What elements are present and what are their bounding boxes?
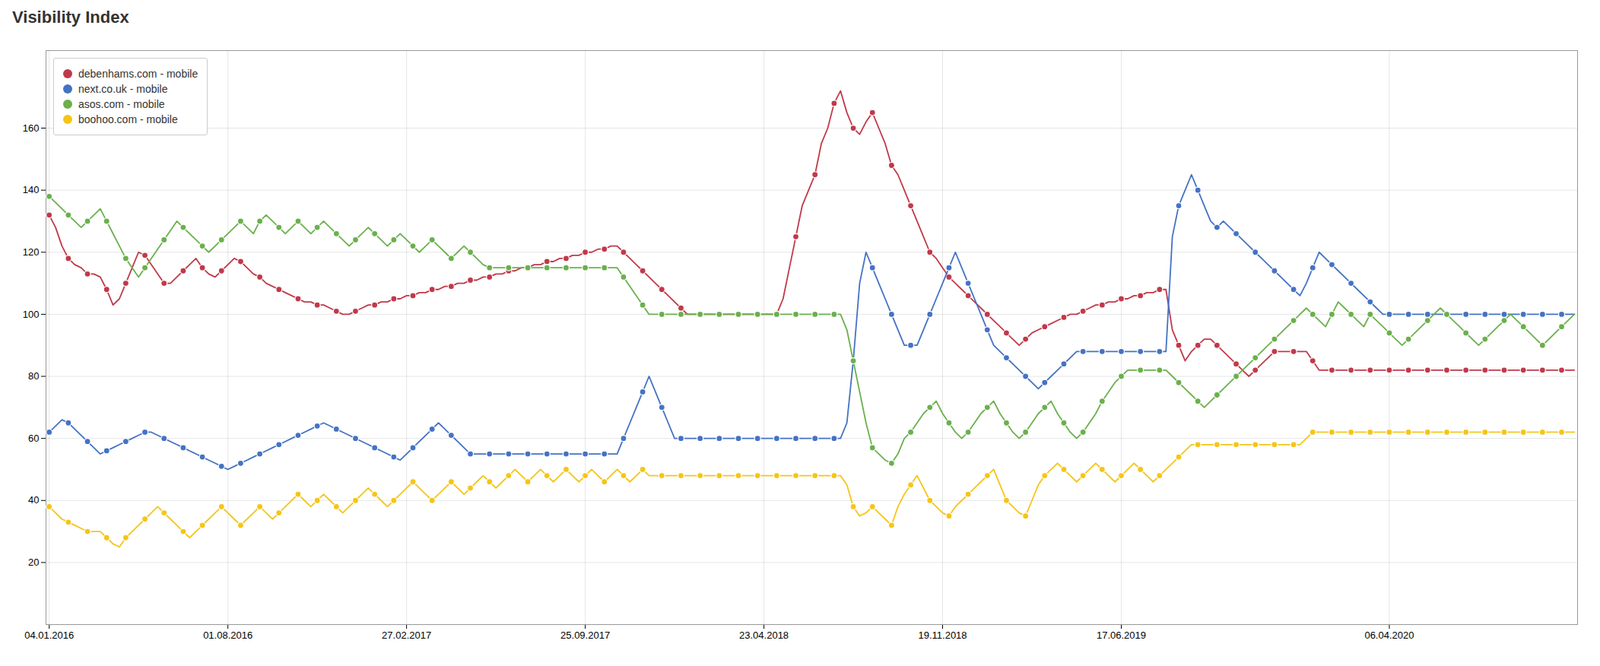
- svg-text:27.02.2017: 27.02.2017: [381, 629, 432, 642]
- svg-text:20: 20: [28, 556, 39, 569]
- svg-text:19.11.2018: 19.11.2018: [917, 629, 967, 642]
- html-text:next.co.uk - mobile: next.co.uk - mobile: [78, 82, 168, 96]
- svg-text:01.08.2016: 01.08.2016: [203, 629, 253, 642]
- svg-text:25.09.2017: 25.09.2017: [560, 629, 610, 642]
- html-text:Visibility Index: Visibility Index: [12, 7, 130, 27]
- svg-text:40: 40: [28, 494, 39, 506]
- svg-text:04.01.2016: 04.01.2016: [24, 629, 74, 642]
- svg-text:140: 140: [22, 184, 40, 196]
- svg-text:120: 120: [22, 246, 40, 258]
- svg-text:23.04.2018: 23.04.2018: [739, 629, 789, 642]
- svg-text:160: 160: [22, 122, 40, 134]
- html-text:boohoo.com - mobile: boohoo.com - mobile: [78, 113, 178, 126]
- html-text:asos.com - mobile: asos.com - mobile: [78, 98, 165, 111]
- svg-text:80: 80: [28, 370, 39, 382]
- svg-text:06.04.2020: 06.04.2020: [1364, 629, 1414, 642]
- svg-text:100: 100: [22, 308, 40, 321]
- svg-text:17.06.2019: 17.06.2019: [1096, 629, 1147, 642]
- html-text:debenhams.com - mobile: debenhams.com - mobile: [78, 67, 198, 80]
- svg-text:60: 60: [28, 432, 39, 445]
